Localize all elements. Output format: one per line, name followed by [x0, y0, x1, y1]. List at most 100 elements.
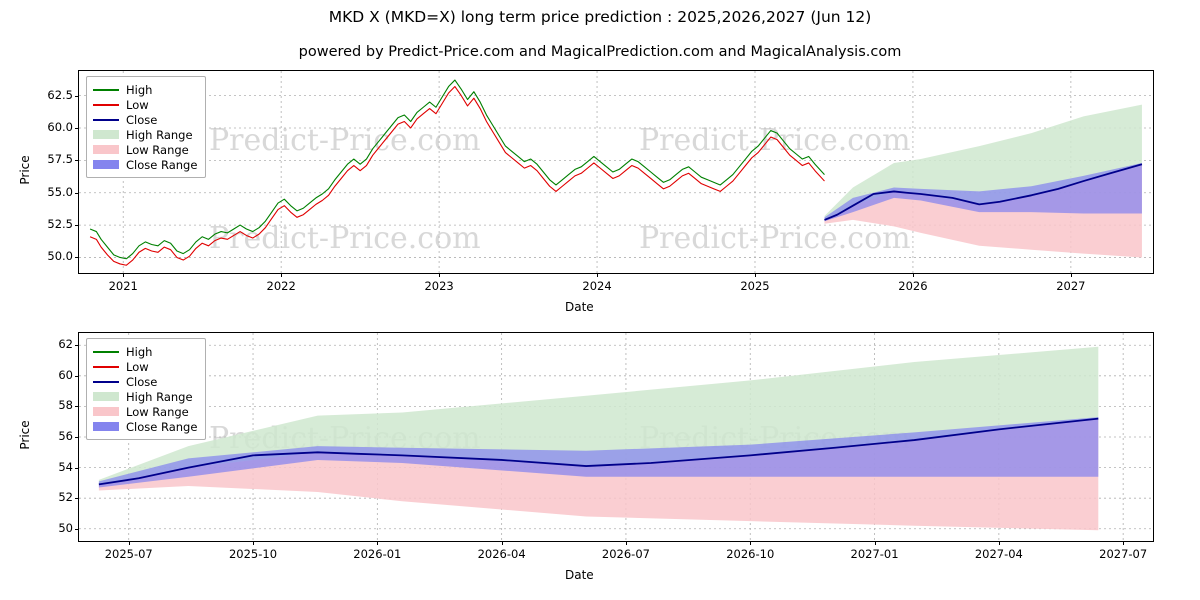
x-tick-label: 2027-07: [1099, 547, 1148, 561]
legend-label: Low: [126, 359, 149, 374]
legend-swatch-icon: [93, 376, 119, 387]
x-tick-mark: [1070, 273, 1072, 277]
x-tick-label: 2027-01: [850, 547, 899, 561]
y-tick-label: 50.0: [47, 249, 73, 264]
y-tick-label: 52.5: [47, 217, 73, 232]
x-tick-mark: [998, 541, 1000, 545]
x-tick-label: 2026-01: [353, 547, 402, 561]
legend-item: Low: [93, 359, 197, 374]
legend-item: Low Range: [93, 142, 197, 157]
bottom-chart-panel: Predict-Price.com Predict-Price.com: [78, 332, 1154, 542]
x-tick-label: 2021: [108, 279, 138, 293]
x-tick-label: 2027: [1056, 279, 1086, 293]
top-plot-area: Predict-Price.com Predict-Price.com Pred…: [79, 71, 1153, 273]
y-tick-label: 57.5: [47, 152, 73, 167]
x-tick-mark: [874, 541, 876, 545]
bottom-plot-area: Predict-Price.com Predict-Price.com: [79, 333, 1153, 541]
x-tick-label: 2025-07: [104, 547, 153, 561]
x-tick-label: 2025-10: [228, 547, 278, 561]
x-tick-label: 2025: [740, 279, 770, 293]
x-tick-mark: [750, 541, 752, 545]
x-tick-mark: [912, 273, 914, 277]
x-tick-label: 2026-04: [477, 547, 526, 561]
y-tick-mark: [75, 406, 79, 408]
x-tick-label: 2026-10: [726, 547, 775, 561]
legend-swatch-icon: [93, 99, 119, 110]
y-tick-label: 56: [58, 429, 73, 443]
top-legend: High Low Close High Range Low Range Close Ran…: [86, 76, 207, 178]
legend-label: Close: [126, 112, 158, 127]
y-tick-label: 54: [58, 459, 73, 474]
top-chart-svg: [79, 71, 1153, 273]
y-tick-mark: [75, 528, 79, 530]
legend-swatch-icon: [93, 129, 119, 140]
x-tick-mark: [439, 273, 441, 277]
y-tick-mark: [75, 160, 79, 162]
x-tick-mark: [281, 273, 283, 277]
x-tick-label: 2024: [582, 279, 612, 293]
x-tick-mark: [253, 541, 255, 545]
legend-item: Low: [93, 97, 197, 112]
x-tick-mark: [377, 541, 379, 545]
legend-item: High Range: [93, 389, 197, 404]
y-tick-label: 52: [58, 490, 73, 505]
legend-swatch-icon: [93, 346, 119, 357]
y-tick-label: 58: [58, 398, 73, 413]
legend-swatch-icon: [93, 361, 119, 372]
legend-item: High: [93, 344, 197, 359]
y-tick-mark: [75, 192, 79, 194]
y-tick-label: 55.0: [47, 184, 73, 199]
y-tick-mark: [75, 375, 79, 377]
bottom-x-axis-label: Date: [565, 568, 594, 582]
y-tick-mark: [75, 127, 79, 129]
x-tick-label: 2026: [898, 279, 928, 293]
page-title: MKD X (MKD=X) long term price prediction…: [328, 8, 872, 26]
y-tick-label: 62.5: [47, 87, 73, 102]
legend-swatch-icon: [93, 84, 119, 95]
legend-item: Low Range: [93, 404, 197, 419]
x-tick-label: 2026-07: [601, 547, 650, 561]
legend-item: Close Range: [93, 157, 197, 172]
legend-label: Close Range: [126, 419, 198, 434]
legend-swatch-icon: [93, 421, 119, 432]
legend-label: Close Range: [126, 157, 198, 172]
legend-item: Close Range: [93, 419, 197, 434]
x-tick-mark: [123, 273, 125, 277]
y-tick-mark: [75, 498, 79, 500]
legend-item: High Range: [93, 127, 197, 142]
legend-label: Low Range: [126, 404, 189, 419]
x-tick-label: 2023: [424, 279, 454, 293]
legend-label: Close: [126, 374, 158, 389]
y-tick-mark: [75, 467, 79, 469]
x-tick-label: 2027-04: [974, 547, 1023, 561]
x-tick-mark: [597, 273, 599, 277]
bottom-chart-svg: [79, 333, 1153, 541]
y-tick-mark: [75, 225, 79, 227]
x-tick-mark: [625, 541, 627, 545]
legend-item: High: [93, 82, 197, 97]
page-subtitle: powered by Predict-Price.com and Magical…: [298, 44, 902, 60]
legend-swatch-icon: [93, 159, 119, 170]
y-tick-mark: [75, 345, 79, 347]
legend-label: Low: [126, 97, 149, 112]
x-tick-mark: [128, 541, 130, 545]
x-tick-mark: [754, 273, 756, 277]
x-tick-mark: [501, 541, 503, 545]
legend-item: Close: [93, 374, 197, 389]
top-x-axis-label: Date: [565, 300, 594, 314]
legend-label: High Range: [126, 127, 193, 142]
top-chart-panel: Predict-Price.com Predict-Price.com Pred…: [78, 70, 1154, 274]
legend-label: High: [126, 82, 153, 97]
bottom-legend: High Low Close High Range Low Range Close Ran…: [86, 338, 207, 440]
y-tick-mark: [75, 95, 79, 97]
y-tick-label: 50: [58, 520, 73, 535]
y-tick-label: 60: [58, 367, 73, 382]
y-tick-label: 62: [58, 337, 73, 352]
x-tick-mark: [1123, 541, 1125, 545]
x-tick-label: 2022: [266, 279, 296, 293]
legend-label: High Range: [126, 389, 193, 404]
y-tick-label: 60.0: [47, 119, 73, 134]
legend-item: Close: [93, 112, 197, 127]
legend-label: Low Range: [126, 142, 189, 157]
legend-swatch-icon: [93, 406, 119, 417]
